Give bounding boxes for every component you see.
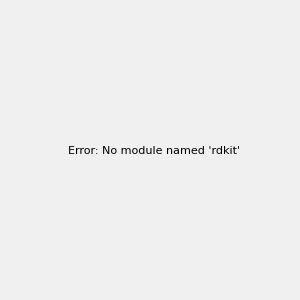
Text: Error: No module named 'rdkit': Error: No module named 'rdkit': [68, 146, 240, 157]
